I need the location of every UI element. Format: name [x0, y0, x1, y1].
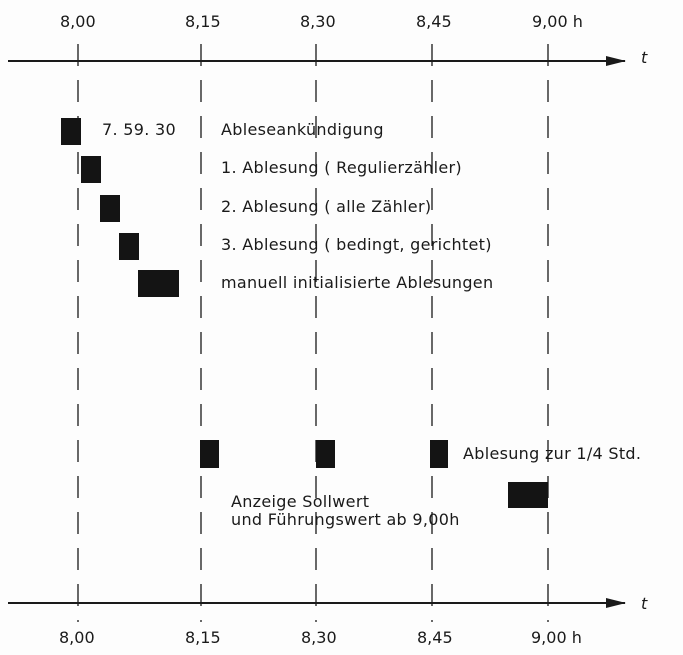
bottom-tick-8-00: 8,00 — [59, 628, 95, 647]
quarter-hour-label: Ablesung zur 1/4 Std. — [463, 444, 642, 463]
bottom-tick-8-30: 8,30 — [301, 628, 337, 647]
bottom-axis-label: t — [641, 594, 648, 613]
bottom-tick-8-45: 8,45 — [417, 628, 453, 647]
block-manual-readings — [138, 270, 179, 297]
time-label: 7. 59. 30 — [102, 120, 176, 139]
block-quarter-8-30 — [316, 440, 335, 468]
block-quarter-8-45 — [430, 440, 448, 468]
top-tick-8-15: 8,15 — [185, 12, 221, 31]
event-announcement: Ableseankündigung — [221, 120, 384, 139]
block-reading-1 — [81, 156, 101, 183]
block-announcement — [61, 118, 81, 145]
bottom-tick-9-00: 9,00 h — [531, 628, 582, 647]
top-tick-9-00: 9,00 h — [532, 12, 583, 31]
top-axis-label: t — [641, 48, 648, 67]
event-reading-3: 3. Ablesung ( bedingt, gerichtet) — [221, 235, 492, 254]
event-reading-1: 1. Ablesung ( Regulierzähler) — [221, 158, 462, 177]
bottom-tick-8-15: 8,15 — [185, 628, 221, 647]
setpoint-label-line1: Anzeige Sollwert — [231, 492, 370, 511]
block-setpoint — [508, 482, 548, 508]
event-reading-2: 2. Ablesung ( alle Zähler) — [221, 197, 432, 216]
block-reading-3 — [119, 233, 139, 260]
top-tick-8-00: 8,00 — [60, 12, 96, 31]
setpoint-label-line2: und Führungswert ab 9,00h — [231, 510, 460, 529]
top-tick-8-45: 8,45 — [416, 12, 452, 31]
top-tick-8-30: 8,30 — [300, 12, 336, 31]
block-quarter-8-15 — [200, 440, 219, 468]
block-reading-2 — [100, 195, 120, 222]
event-manual-readings: manuell initialisierte Ablesungen — [221, 273, 494, 292]
